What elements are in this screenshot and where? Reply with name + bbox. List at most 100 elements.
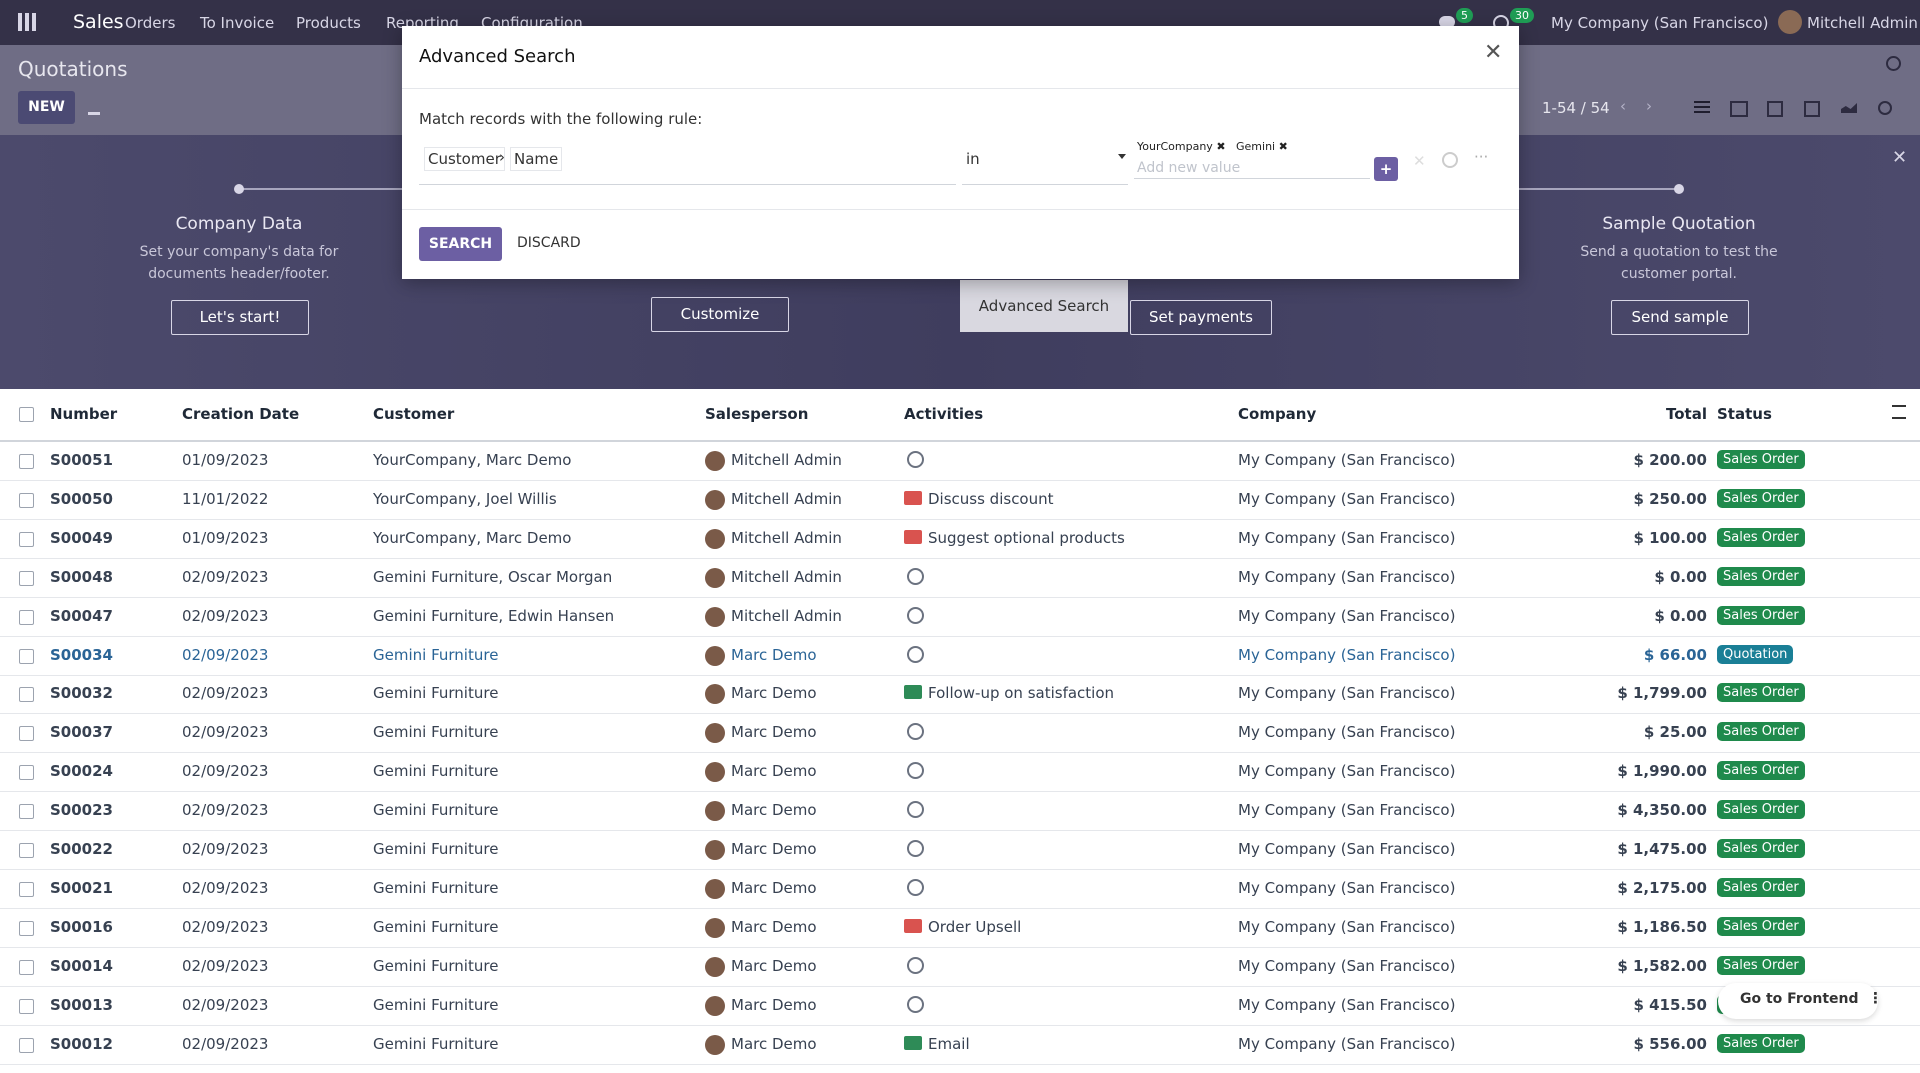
table-row[interactable]: S00051 01/09/2023 YourCompany, Marc Demo Mi… <box>0 441 1920 481</box>
activity[interactable]: Order Upsell <box>928 917 1022 936</box>
activity-clock[interactable] <box>907 606 924 624</box>
activity-icon[interactable] <box>904 1035 922 1050</box>
advanced-search-item[interactable]: Advanced Search <box>960 280 1128 332</box>
activity-icon[interactable] <box>904 685 922 700</box>
pager-next[interactable]: › <box>1646 97 1652 115</box>
table-row[interactable]: S00047 02/09/2023 Gemini Furniture, Edwin … <box>0 597 1920 637</box>
search-icon[interactable] <box>1886 56 1901 71</box>
pager-prev[interactable]: ‹ <box>1620 97 1626 115</box>
user-avatar[interactable] <box>1778 10 1802 34</box>
optional-columns[interactable] <box>1892 405 1906 419</box>
download-button[interactable] <box>88 100 100 115</box>
table-row[interactable]: S00023 02/09/2023 Gemini Furniture Marc Dem… <box>0 791 1920 832</box>
table-row[interactable]: S00032 02/09/2023 Gemini Furniture Marc Dem… <box>0 674 1920 715</box>
company-switcher[interactable]: My Company (San Francisco) <box>1551 14 1769 32</box>
path-part[interactable]: Customer <box>424 147 505 171</box>
row-checkbox[interactable] <box>19 765 34 781</box>
table-row[interactable]: S00013 02/09/2023 Gemini Furniture Marc Dem… <box>0 986 1920 1026</box>
frontend-label[interactable]: Go to Frontend <box>1740 991 1859 1007</box>
activity-clock[interactable] <box>907 567 924 585</box>
column-header[interactable]: Salesperson <box>705 405 809 423</box>
dialog-close[interactable]: ✕ <box>1484 40 1503 65</box>
delete-rule[interactable]: ✕ <box>1413 152 1426 170</box>
table-row[interactable]: S00022 02/09/2023 Gemini Furniture Marc Dem… <box>0 830 1920 870</box>
column-header[interactable]: Status <box>1717 405 1772 423</box>
activity[interactable]: Suggest optional products <box>928 528 1125 547</box>
activity-icon[interactable] <box>904 490 922 505</box>
activity-clock[interactable] <box>907 840 924 857</box>
table-row[interactable]: S00024 02/09/2023 Gemini Furniture Marc Dem… <box>0 752 1920 793</box>
row-checkbox[interactable] <box>19 531 34 547</box>
step-button[interactable]: Let's start! <box>171 300 309 335</box>
activity-icon[interactable] <box>904 918 922 933</box>
user-name[interactable]: Mitchell Admin <box>1807 14 1918 32</box>
step-button[interactable]: Send sample <box>1611 300 1749 335</box>
row-checkbox[interactable] <box>19 1037 34 1053</box>
table-row[interactable]: S00050 11/01/2022 YourCompany, Joel Willis… <box>0 480 1920 520</box>
add-value[interactable]: + <box>1374 157 1398 181</box>
activity-clock[interactable] <box>907 723 924 741</box>
graph-view[interactable] <box>1841 103 1857 113</box>
frontend-menu[interactable]: ⋮ <box>1868 989 1883 1007</box>
table-row[interactable]: S00037 02/09/2023 Gemini Furniture Marc Dem… <box>0 713 1920 754</box>
table-row[interactable]: S00012 02/09/2023 Gemini Furniture Marc Dem… <box>0 1025 1920 1065</box>
value-input[interactable]: Add new value <box>1137 160 1241 176</box>
step-button[interactable]: Set payments <box>1130 300 1272 335</box>
table-row[interactable]: S00034 02/09/2023 Gemini Furniture Marc Dem… <box>0 636 1920 676</box>
step-button[interactable]: Customize <box>651 297 789 332</box>
table-row[interactable]: S00021 02/09/2023 Gemini Furniture Marc Dem… <box>0 869 1920 909</box>
close-banner[interactable]: ✕ <box>1892 147 1908 168</box>
value-tag[interactable]: Gemini ✖ <box>1236 140 1288 153</box>
row-checkbox[interactable] <box>19 492 34 508</box>
activity[interactable]: Email <box>928 1034 970 1053</box>
more-options[interactable]: ··· <box>1474 148 1489 166</box>
row-checkbox[interactable] <box>19 959 34 975</box>
activity-clock[interactable] <box>907 956 924 974</box>
path-part[interactable]: Name <box>510 147 563 171</box>
app-name[interactable]: Sales <box>73 11 124 33</box>
operator[interactable]: in <box>966 150 980 168</box>
row-checkbox[interactable] <box>19 881 34 897</box>
row-checkbox[interactable] <box>19 843 34 858</box>
table-row[interactable]: S00049 01/09/2023 YourCompany, Marc Demo Mi… <box>0 519 1920 559</box>
path-field[interactable] <box>419 144 956 185</box>
table-row[interactable]: S00016 02/09/2023 Gemini Furniture Marc Dem… <box>0 908 1920 948</box>
column-header[interactable]: Company <box>1238 405 1317 423</box>
operator-select[interactable] <box>962 144 1128 185</box>
kanban-view[interactable] <box>1730 101 1748 117</box>
select-all[interactable] <box>19 407 34 422</box>
discard-button[interactable]: DISCARD <box>517 235 581 251</box>
frontend-bubble[interactable]: Go to Frontend ⋮ <box>1718 983 1883 1019</box>
menu-item[interactable]: To Invoice <box>200 14 275 32</box>
column-header[interactable]: Number <box>50 405 118 423</box>
chat-icon[interactable] <box>1439 16 1455 28</box>
column-header[interactable]: Total <box>1666 405 1707 423</box>
apps-icon[interactable] <box>18 13 36 31</box>
activity-clock[interactable] <box>907 995 924 1013</box>
row-checkbox[interactable] <box>19 998 34 1014</box>
column-header[interactable]: Customer <box>373 405 455 423</box>
menu-item[interactable]: Orders <box>125 14 176 32</box>
menu-item[interactable]: Products <box>296 14 361 32</box>
column-header[interactable]: Creation Date <box>182 405 300 423</box>
search-button[interactable]: SEARCH <box>419 227 502 261</box>
pivot-view[interactable] <box>1804 101 1820 117</box>
activity-clock[interactable] <box>907 762 924 780</box>
activity-view[interactable] <box>1878 101 1892 115</box>
column-header[interactable]: Activities <box>904 405 984 423</box>
new-button[interactable]: NEW <box>18 91 75 124</box>
activity-clock[interactable] <box>907 878 924 896</box>
row-checkbox[interactable] <box>19 648 34 664</box>
row-checkbox[interactable] <box>19 687 34 703</box>
row-checkbox[interactable] <box>19 454 34 469</box>
calendar-view[interactable] <box>1767 101 1783 117</box>
list-view[interactable] <box>1694 101 1710 113</box>
row-checkbox[interactable] <box>19 570 34 586</box>
activity-clock[interactable] <box>907 801 924 819</box>
row-checkbox[interactable] <box>19 726 34 742</box>
add-rule[interactable] <box>1442 152 1458 168</box>
table-row[interactable]: S00048 02/09/2023 Gemini Furniture, Oscar … <box>0 558 1920 598</box>
value-tag[interactable]: YourCompany ✖ <box>1137 140 1226 153</box>
row-checkbox[interactable] <box>19 804 34 820</box>
activity-clock[interactable] <box>907 645 924 663</box>
